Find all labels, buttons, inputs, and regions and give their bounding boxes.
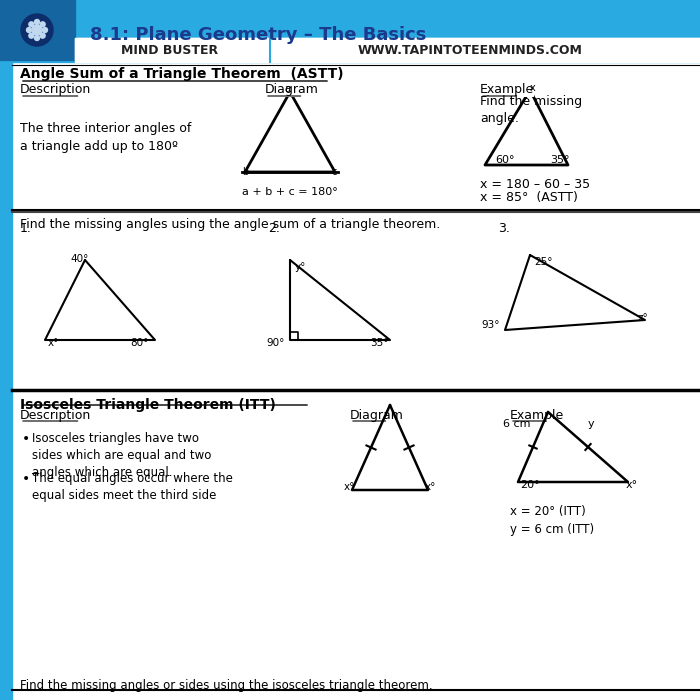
Text: 35°: 35° [550, 155, 570, 165]
Circle shape [40, 22, 46, 27]
Text: Diagram: Diagram [265, 83, 319, 97]
Text: x°: x° [344, 482, 355, 492]
Text: c: c [332, 167, 337, 177]
Text: x = 180 – 60 – 35: x = 180 – 60 – 35 [480, 178, 590, 192]
Text: 3.: 3. [498, 221, 510, 234]
Text: x°: x° [626, 480, 638, 490]
Text: y°: y° [295, 262, 307, 272]
Text: Find the missing angles or sides using the isosceles triangle theorem.: Find the missing angles or sides using t… [20, 679, 433, 692]
Text: z°: z° [638, 313, 649, 323]
Circle shape [29, 22, 34, 27]
Text: Find the missing angles using the angle sum of a triangle theorem.: Find the missing angles using the angle … [20, 218, 440, 231]
Text: 60°: 60° [495, 155, 514, 165]
Bar [0, 0, 700, 60]
Text: 20°: 20° [520, 480, 540, 490]
Text: 90°: 90° [267, 338, 285, 348]
Text: Angle Sum of a Triangle Theorem  (ASTT): Angle Sum of a Triangle Theorem (ASTT) [20, 67, 344, 81]
Bar [75, 38, 700, 60]
Circle shape [34, 20, 39, 25]
Circle shape [29, 33, 34, 38]
Text: Isosceles triangles have two
sides which are equal and two
angles which are equa: Isosceles triangles have two sides which… [32, 432, 211, 479]
Text: 25°: 25° [534, 257, 552, 267]
Text: WWW.TAPINTOTEENMINDS.COM: WWW.TAPINTOTEENMINDS.COM [358, 43, 582, 57]
Text: 35°: 35° [370, 338, 388, 348]
Circle shape [43, 27, 48, 32]
Text: Example: Example [480, 83, 534, 97]
Text: Find the missing
angle.: Find the missing angle. [480, 95, 582, 125]
Text: Example: Example [510, 409, 564, 421]
Text: Description: Description [20, 409, 91, 421]
Text: The three interior angles of
a triangle add up to 180º: The three interior angles of a triangle … [20, 122, 191, 153]
Text: •: • [22, 472, 30, 486]
Text: MIND BUSTER: MIND BUSTER [121, 43, 218, 57]
Text: The equal angles occur where the
equal sides meet the third side: The equal angles occur where the equal s… [32, 472, 233, 502]
Text: a: a [284, 84, 290, 94]
Text: y: y [588, 419, 594, 429]
Circle shape [40, 33, 46, 38]
Text: Description: Description [20, 83, 91, 97]
Bar [0, 0, 75, 60]
Text: x°: x° [48, 338, 60, 348]
Text: x = 20° (ITT)
y = 6 cm (ITT): x = 20° (ITT) y = 6 cm (ITT) [510, 505, 594, 536]
Circle shape [34, 36, 39, 41]
Text: 1.: 1. [20, 221, 32, 234]
Text: •: • [22, 432, 30, 446]
Text: 80°: 80° [130, 338, 148, 348]
Text: 2.: 2. [268, 221, 280, 234]
Bar [0, 62, 12, 700]
Circle shape [21, 14, 53, 46]
Circle shape [32, 25, 42, 35]
Text: Diagram: Diagram [350, 409, 404, 421]
Text: x = 85°  (ASTT): x = 85° (ASTT) [480, 190, 578, 204]
Circle shape [27, 27, 31, 32]
Text: 8.1: Plane Geometry – The Basics: 8.1: Plane Geometry – The Basics [90, 26, 426, 44]
Text: b: b [241, 167, 248, 177]
Bar [0, 38, 700, 62]
Text: a + b + c = 180°: a + b + c = 180° [242, 187, 338, 197]
Bar [75, 38, 700, 62]
Text: 93°: 93° [482, 320, 500, 330]
Text: 40°: 40° [71, 254, 89, 264]
Text: Isosceles Triangle Theorem (ITT): Isosceles Triangle Theorem (ITT) [20, 398, 276, 412]
Text: x°: x° [425, 482, 436, 492]
Text: 6 cm: 6 cm [503, 419, 531, 429]
Text: x: x [530, 83, 536, 93]
